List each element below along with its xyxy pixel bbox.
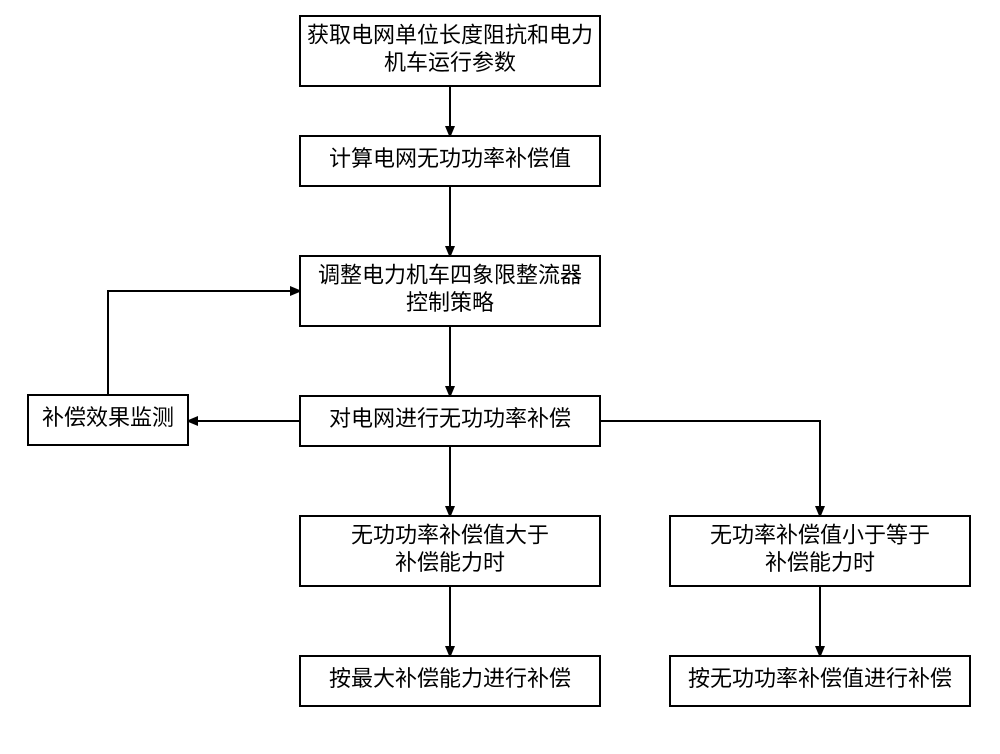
node-label-n1-line0: 获取电网单位长度阻抗和电力 xyxy=(307,22,593,47)
node-n2: 计算电网无功功率补偿值 xyxy=(300,136,600,186)
node-label-n6-line0: 无功功率补偿值大于 xyxy=(351,522,549,547)
node-n6: 无功功率补偿值大于补偿能力时 xyxy=(300,516,600,586)
node-n5: 补偿效果监测 xyxy=(28,395,188,445)
node-label-n8-line0: 按最大补偿能力进行补偿 xyxy=(329,666,571,691)
edge-n5-n3 xyxy=(108,291,300,395)
node-n9: 按无功功率补偿值进行补偿 xyxy=(670,656,970,706)
node-label-n1-line1: 机车运行参数 xyxy=(384,50,516,75)
node-label-n3-line1: 控制策略 xyxy=(406,290,494,315)
node-label-n4-line0: 对电网进行无功功率补偿 xyxy=(329,406,571,431)
node-n3: 调整电力机车四象限整流器控制策略 xyxy=(300,256,600,326)
node-label-n2-line0: 计算电网无功功率补偿值 xyxy=(329,146,571,171)
node-label-n7-line1: 补偿能力时 xyxy=(765,550,875,575)
node-n4: 对电网进行无功功率补偿 xyxy=(300,396,600,446)
edge-n4-n7 xyxy=(600,421,820,516)
node-label-n5-line0: 补偿效果监测 xyxy=(42,405,174,430)
node-label-n6-line1: 补偿能力时 xyxy=(395,550,505,575)
node-n7: 无功率补偿值小于等于补偿能力时 xyxy=(670,516,970,586)
flowchart-nodes: 获取电网单位长度阻抗和电力机车运行参数计算电网无功功率补偿值调整电力机车四象限整… xyxy=(28,16,970,706)
flowchart: 获取电网单位长度阻抗和电力机车运行参数计算电网无功功率补偿值调整电力机车四象限整… xyxy=(0,0,1000,754)
node-n1: 获取电网单位长度阻抗和电力机车运行参数 xyxy=(300,16,600,86)
node-n8: 按最大补偿能力进行补偿 xyxy=(300,656,600,706)
node-label-n7-line0: 无功率补偿值小于等于 xyxy=(710,522,930,547)
node-label-n3-line0: 调整电力机车四象限整流器 xyxy=(318,262,582,287)
node-label-n9-line0: 按无功功率补偿值进行补偿 xyxy=(688,666,952,691)
